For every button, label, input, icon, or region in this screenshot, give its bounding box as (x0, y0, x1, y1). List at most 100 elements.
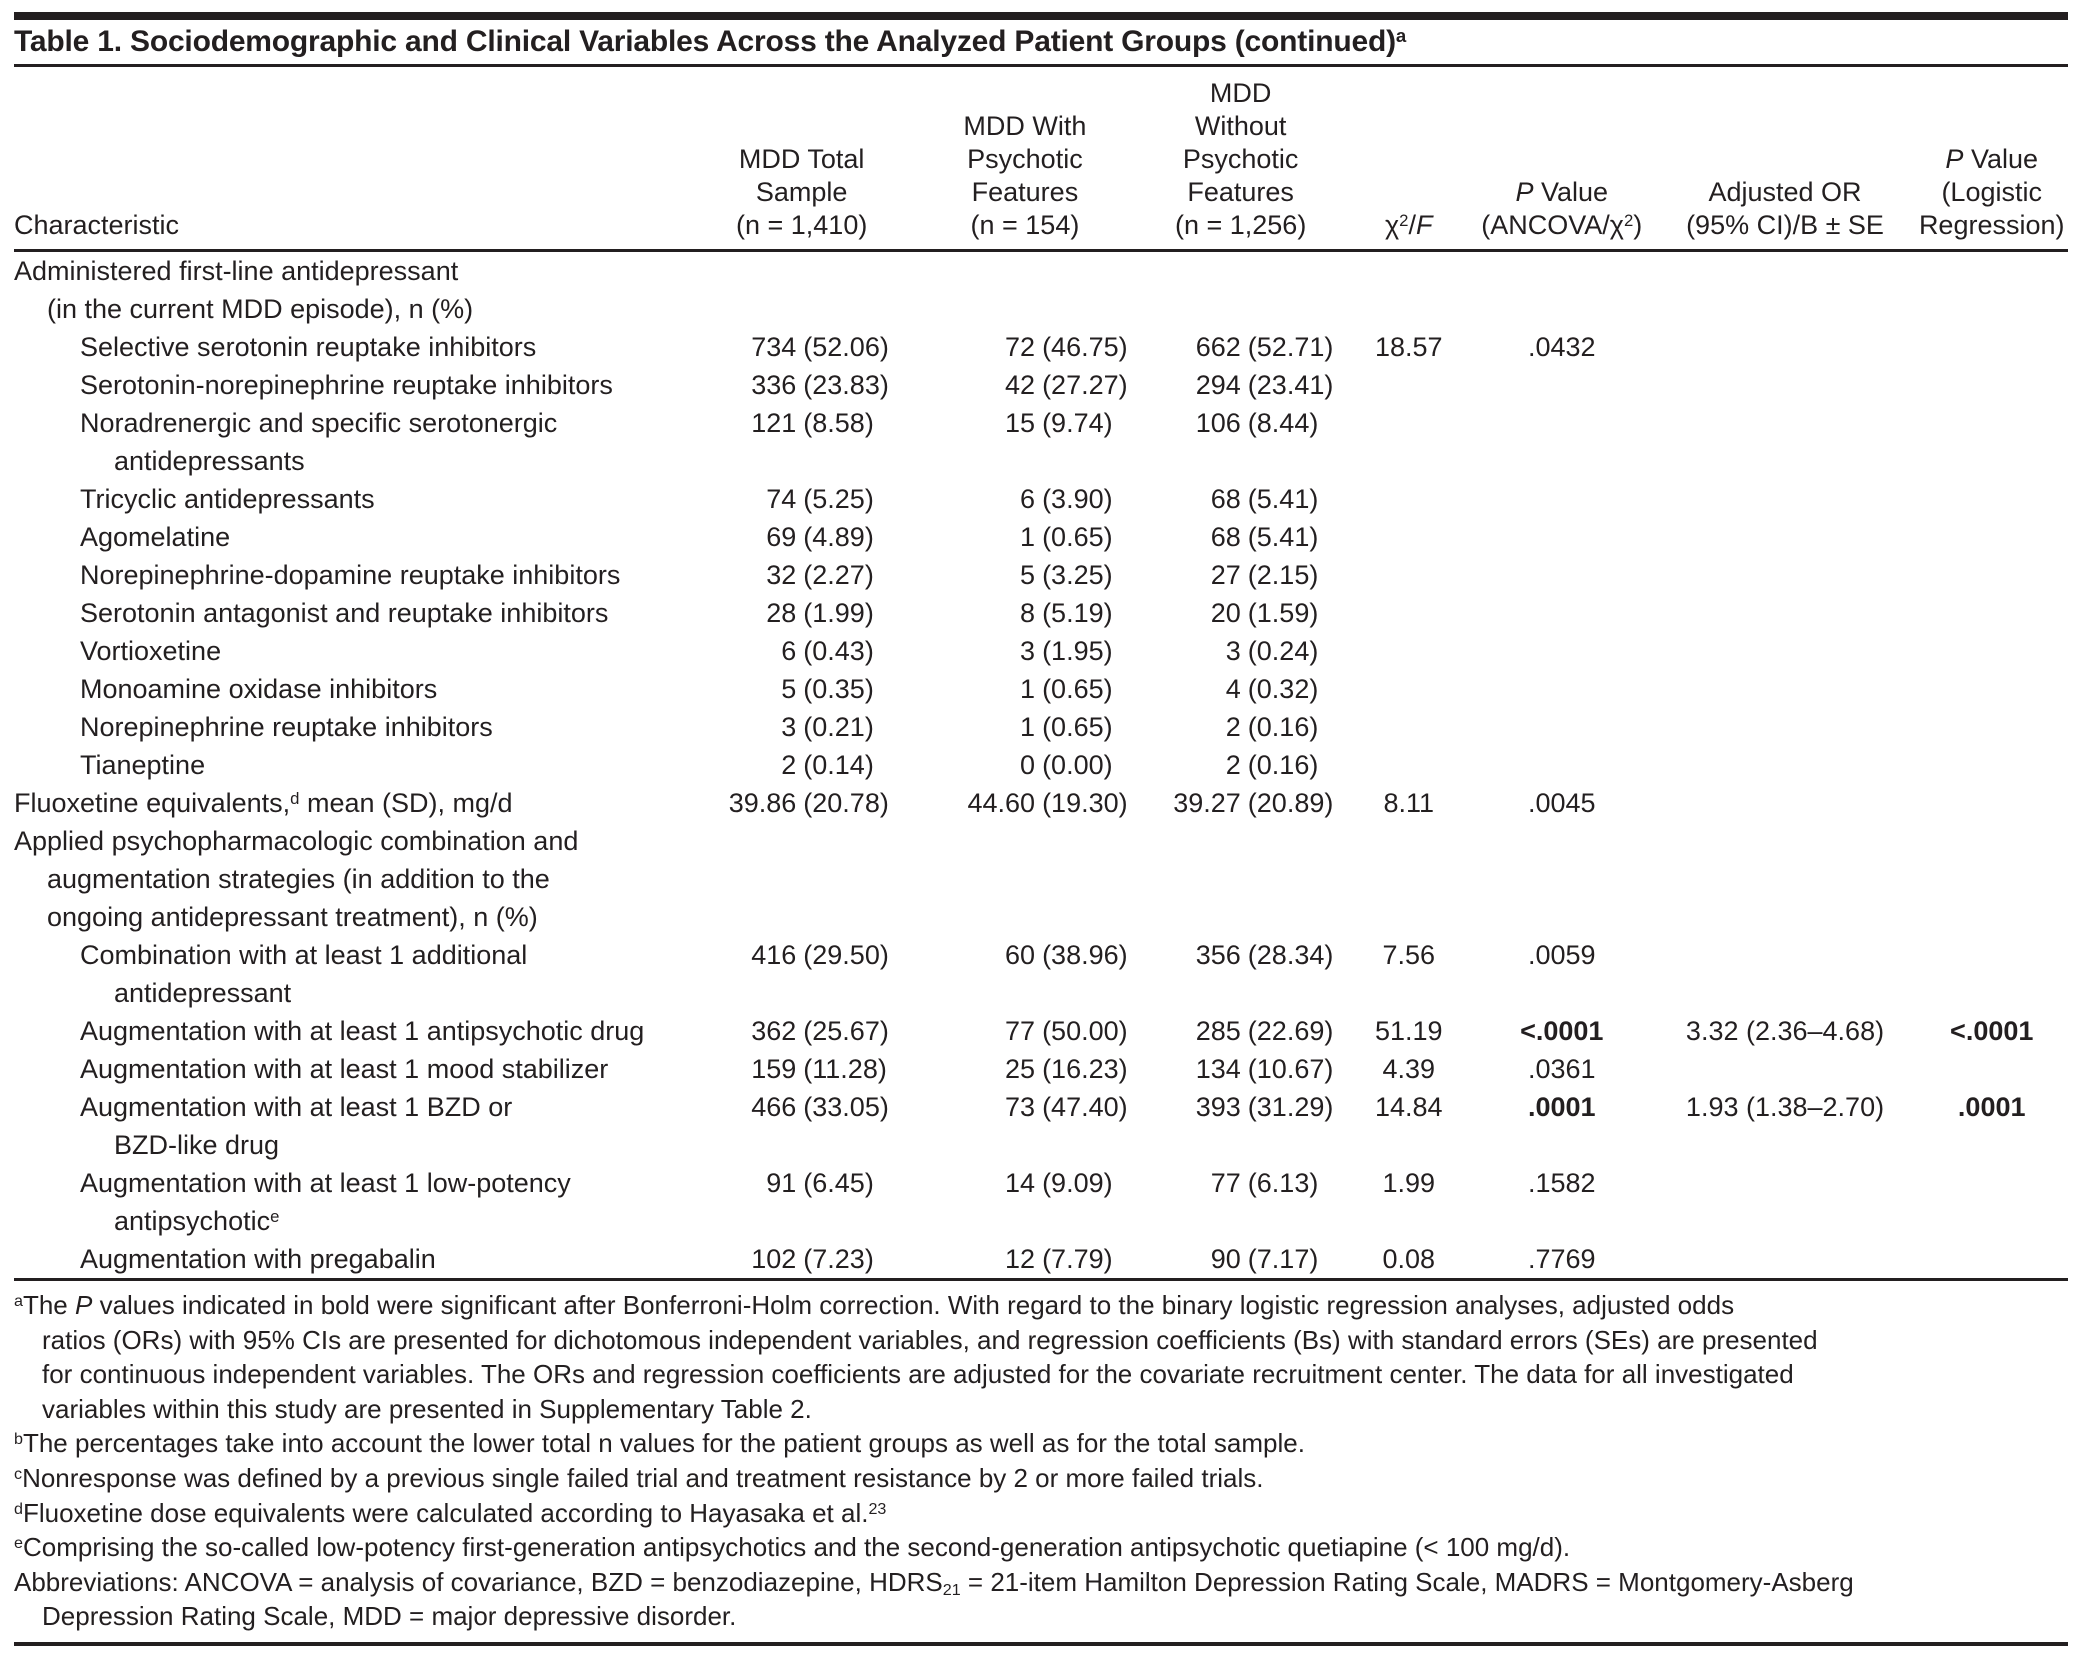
percent-value: (6.45) (803, 1168, 874, 1198)
value-cell: 294 (23.41) (1133, 366, 1349, 404)
count-value: 72 (1005, 332, 1036, 362)
characteristic-cell: Monoamine oxidase inhibitors (80, 674, 438, 704)
value-cell: 20 (1.59) (1133, 594, 1349, 632)
footnote-a: aThe P values indicated in bold were sig… (14, 1290, 1818, 1424)
value-cell: 1.99 (1382, 1168, 1436, 1198)
count-value: 14 (1005, 1168, 1036, 1198)
value-cell (1655, 1050, 1916, 1088)
value-cell: 356 (28.34) (1133, 936, 1349, 974)
value-cell (1469, 860, 1655, 898)
table-row: antidepressant (14, 974, 2068, 1012)
count-value: 1 (1020, 522, 1036, 552)
value-cell (1915, 1164, 2068, 1202)
value-cell (1655, 1202, 1916, 1240)
value-cell (1915, 290, 2068, 328)
value-cell (1655, 1126, 1916, 1164)
characteristic-cell: Selective serotonin reuptake inhibitors (80, 332, 537, 362)
count-value: 466 (751, 1092, 797, 1122)
footnote-abbreviations: Abbreviations: ANCOVA = analysis of cova… (14, 1566, 1854, 1632)
characteristic-cell: Agomelatine (80, 522, 231, 552)
percent-value: (16.23) (1042, 1054, 1128, 1084)
percent-value: (0.00) (1042, 750, 1113, 780)
value-cell: .0059 (1527, 940, 1596, 970)
value-cell (1469, 251, 1655, 291)
value-cell: 393 (31.29) (1133, 1088, 1349, 1126)
percent-value: (5.25) (803, 484, 874, 514)
value-cell: 734 (52.06) (686, 328, 917, 366)
count-value: 77 (1005, 1016, 1036, 1046)
value-cell (686, 1202, 917, 1240)
characteristic-cell: Combination with at least 1 additional (80, 940, 528, 970)
value-cell (1915, 1126, 2068, 1164)
value-cell (1349, 822, 1469, 860)
value-cell (1469, 366, 1655, 404)
percent-value: (9.09) (1042, 1168, 1113, 1198)
value-cell (1469, 898, 1655, 936)
footer-rule (14, 1278, 2068, 1281)
value-cell (1133, 1202, 1349, 1240)
value-cell: 12 (7.79) (917, 1240, 1133, 1278)
value-cell: 68 (5.41) (1133, 518, 1349, 556)
data-table: Characteristic MDD Total Sample (n = 1,410… (14, 69, 2068, 1278)
table-body: Administered first-line antidepressant (i… (14, 251, 2068, 1279)
value-cell: <.0001 (1520, 1016, 1604, 1046)
column-header-mdd-with-psychotic: MDD With Psychotic Features (n = 154) (917, 69, 1133, 252)
value-cell (1349, 480, 1469, 518)
value-cell (1655, 290, 1916, 328)
value-cell (1469, 290, 1655, 328)
value-cell (1133, 251, 1349, 291)
table-row: (in the current MDD episode), n (%) (14, 290, 2068, 328)
characteristic-cell: antidepressants (114, 446, 305, 476)
characteristic-cell: Vortioxetine (80, 636, 222, 666)
value-cell (1655, 936, 1916, 974)
table-row: Combination with at least 1 additional 41… (14, 936, 2068, 974)
characteristic-cell: Augmentation with pregabalin (80, 1244, 436, 1274)
value-cell (1469, 708, 1655, 746)
value-cell (686, 860, 917, 898)
count-value: 416 (751, 940, 797, 970)
value-cell (1469, 670, 1655, 708)
count-value: 39.27 (1173, 788, 1241, 818)
table-row: Augmentation with at least 1 BZD or 466 (3… (14, 1088, 2068, 1126)
value-cell (1655, 708, 1916, 746)
column-header-pvalue-logistic: P Value (Logistic Regression) (1915, 69, 2068, 252)
value-cell (1133, 290, 1349, 328)
percent-value: (38.96) (1042, 940, 1128, 970)
value-cell: 8.11 (1383, 788, 1434, 818)
characteristic-cell: Noradrenergic and specific serotonergic (80, 408, 558, 438)
value-cell (917, 251, 1133, 291)
percent-value: (2.15) (1247, 560, 1319, 590)
value-cell: .0001 (1957, 1092, 2026, 1122)
value-cell: 3 (1.95) (917, 632, 1133, 670)
value-cell (1469, 404, 1655, 442)
characteristic-cell: augmentation strategies (in addition to … (47, 864, 550, 894)
value-cell: 25 (16.23) (917, 1050, 1133, 1088)
percent-value: (52.71) (1247, 332, 1334, 362)
table-row: BZD-like drug (14, 1126, 2068, 1164)
value-cell (1349, 1126, 1469, 1164)
value-cell (1915, 366, 2068, 404)
value-cell: 73 (47.40) (917, 1088, 1133, 1126)
value-cell: <.0001 (1950, 1016, 2034, 1046)
count-value: 28 (766, 598, 797, 628)
value-cell: 77 (50.00) (917, 1012, 1133, 1050)
value-cell (1469, 518, 1655, 556)
count-value: 15 (1005, 408, 1036, 438)
count-value: 12 (1005, 1244, 1036, 1274)
value-cell: 1.93 (1.38–2.70) (1685, 1092, 1885, 1122)
value-cell (1349, 1202, 1469, 1240)
value-cell: 4 (0.32) (1133, 670, 1349, 708)
table-title: Table 1. Sociodemographic and Clinical V… (14, 24, 1407, 58)
value-cell: 8 (5.19) (917, 594, 1133, 632)
count-value: 3 (781, 712, 797, 742)
percent-value: (8.44) (1247, 408, 1319, 438)
percent-value: (31.29) (1247, 1092, 1334, 1122)
value-cell: 39.27 (20.89) (1133, 784, 1349, 822)
count-value: 3 (1225, 636, 1241, 666)
percent-value: (5.41) (1247, 522, 1319, 552)
value-cell: 134 (10.67) (1133, 1050, 1349, 1088)
title-rule (14, 64, 2068, 67)
value-cell (1469, 1202, 1655, 1240)
value-cell (1349, 290, 1469, 328)
value-cell: 6 (0.43) (686, 632, 917, 670)
